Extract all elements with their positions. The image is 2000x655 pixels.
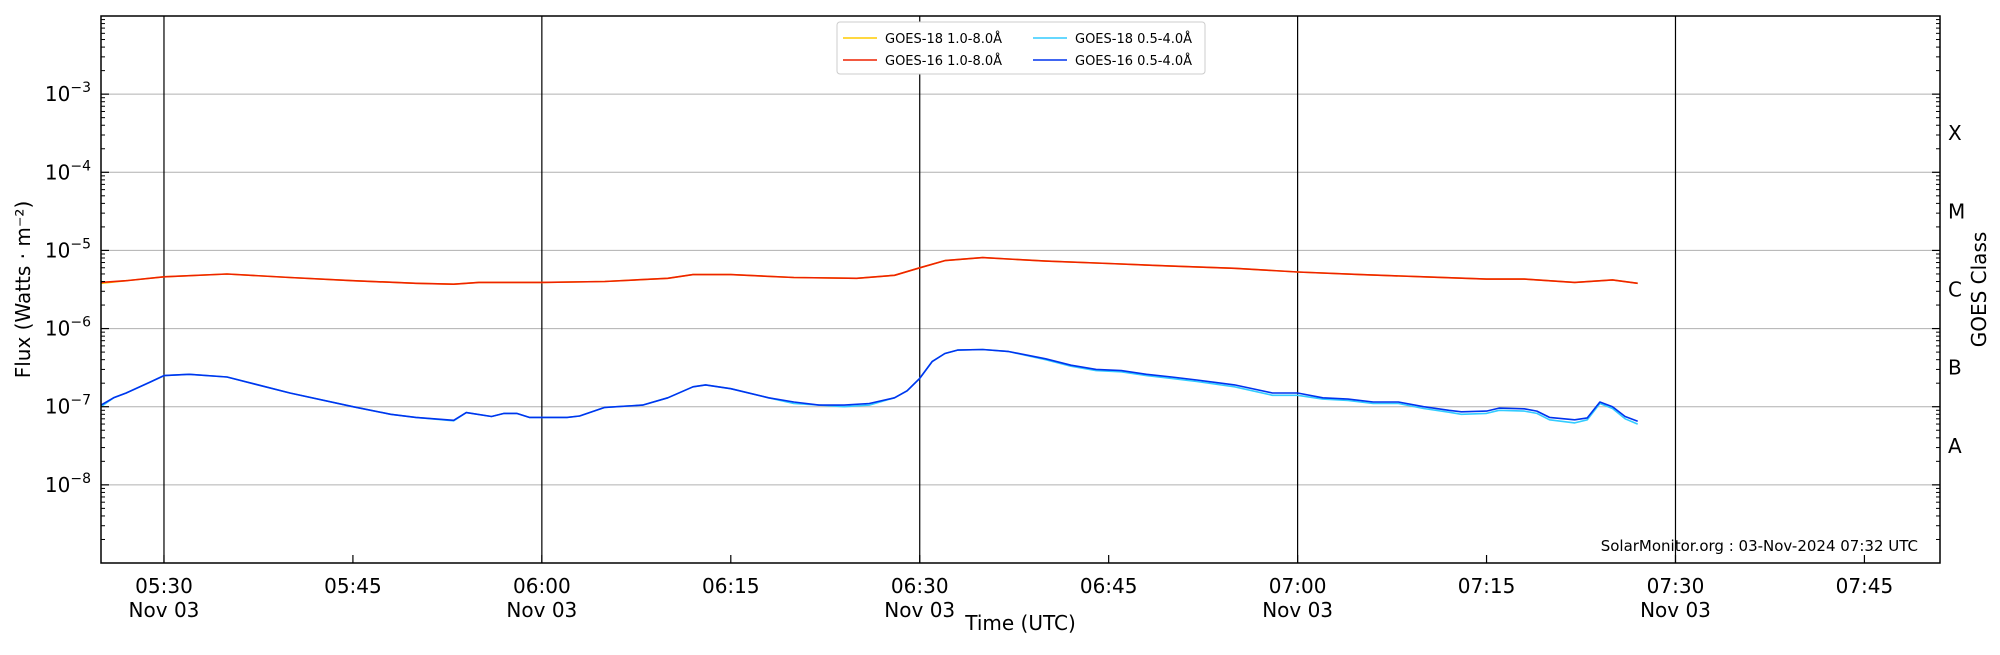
- x-tick-sublabel: Nov 03: [884, 598, 955, 622]
- y-tick-label: 10−7: [45, 393, 91, 419]
- legend-label: GOES-18 0.5-4.0Å: [1075, 31, 1192, 47]
- x-tick-label: 07:45: [1836, 574, 1894, 598]
- x-tick-sublabel: Nov 03: [1640, 598, 1711, 622]
- y-tick-label: 10−5: [45, 236, 91, 262]
- x-tick-sublabel: Nov 03: [129, 598, 200, 622]
- x-axis-title: Time (UTC): [964, 611, 1076, 635]
- series-line-4: [100, 348, 1638, 423]
- x-tick-label: 07:30: [1647, 574, 1705, 598]
- x-tick-label: 06:15: [702, 574, 760, 598]
- x-tick-sublabel: Nov 03: [1262, 598, 1333, 622]
- y-tick-label: 10−8: [45, 471, 91, 497]
- y-axis-title: Flux (Watts · m⁻²): [11, 201, 35, 379]
- x-tick-label: 07:15: [1458, 574, 1516, 598]
- x-tick-label: 06:45: [1080, 574, 1138, 598]
- goes-class-label: A: [1948, 434, 1962, 458]
- legend-label: GOES-16 0.5-4.0Å: [1075, 53, 1192, 69]
- goes-class-label: M: [1948, 199, 1965, 223]
- credit-text: SolarMonitor.org : 03-Nov-2024 07:32 UTC: [1601, 537, 1918, 555]
- legend-label: GOES-16 1.0-8.0Å: [885, 53, 1002, 69]
- y-tick-label: 10−4: [45, 158, 91, 184]
- goes-class-axis-title: GOES Class: [1967, 232, 1991, 348]
- series-line-3: [100, 256, 1638, 286]
- x-tick-sublabel: Nov 03: [506, 598, 577, 622]
- x-tick-label: 05:30: [135, 574, 193, 598]
- goes-class-label: X: [1948, 121, 1962, 145]
- y-tick-label: 10−3: [45, 80, 91, 106]
- y-tick-label: 10−6: [45, 315, 91, 341]
- legend-box: [836, 21, 1206, 75]
- x-tick-label: 06:30: [891, 574, 949, 598]
- plot-frame: [100, 15, 1941, 564]
- goes-class-label: B: [1948, 356, 1962, 380]
- x-tick-label: 05:45: [324, 574, 382, 598]
- goes-class-label: C: [1948, 278, 1962, 302]
- x-tick-label: 06:00: [513, 574, 571, 598]
- x-tick-label: 07:00: [1269, 574, 1327, 598]
- legend-label: GOES-18 1.0-8.0Å: [885, 31, 1002, 47]
